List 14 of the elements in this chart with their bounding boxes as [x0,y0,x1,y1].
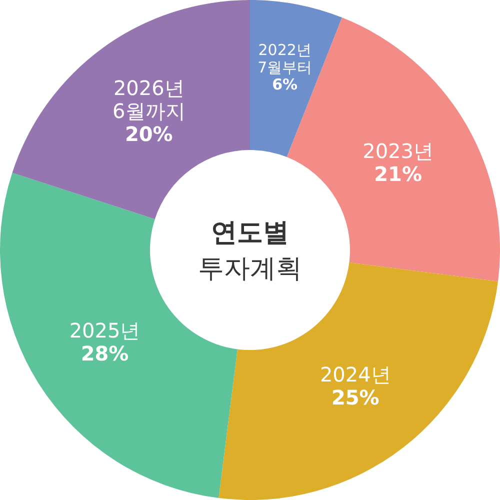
donut-slice [250,0,342,158]
donut-slice [12,0,250,220]
slice-label: 2026년 6월까지 [112,76,186,123]
data-label: 28% [80,342,129,366]
data-label: 25% [331,385,380,410]
data-label: 20% [124,122,173,146]
data-label: 6% [272,76,298,94]
text: 연도별 [211,218,289,248]
slice-label: 2024년 [320,362,391,386]
slice-label: 2022년 7월부터 [258,41,312,76]
data-label: 21% [374,162,422,186]
slice-label: 2023년 [362,138,434,163]
text: 투자계획 [198,254,302,284]
slice-label: 2025년 [69,318,140,343]
